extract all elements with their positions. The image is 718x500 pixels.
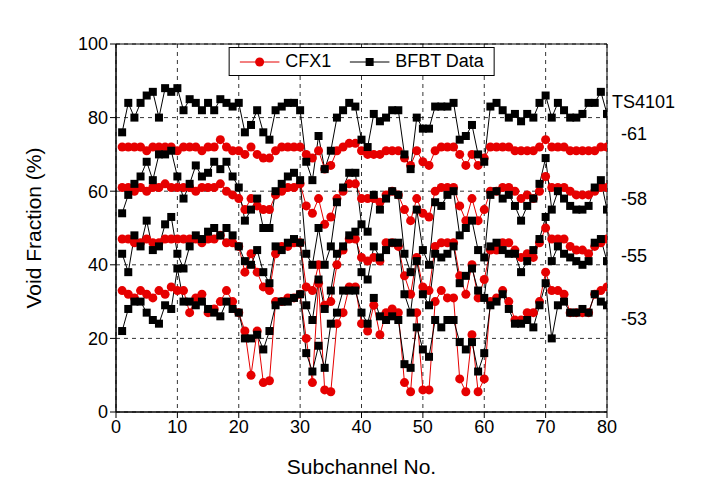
svg-text:80: 80 [88, 108, 108, 128]
svg-text:0: 0 [98, 402, 108, 422]
svg-text:20: 20 [229, 417, 249, 437]
svg-text:60: 60 [474, 417, 494, 437]
svg-text:-55: -55 [621, 246, 647, 266]
svg-text:60: 60 [88, 182, 108, 202]
svg-text:-58: -58 [621, 189, 647, 209]
svg-text:-61: -61 [621, 124, 647, 144]
svg-text:10: 10 [167, 417, 187, 437]
svg-text:40: 40 [351, 417, 371, 437]
svg-text:70: 70 [536, 417, 556, 437]
svg-text:50: 50 [413, 417, 433, 437]
svg-text:30: 30 [290, 417, 310, 437]
html-text:TS4101: TS4101 [612, 92, 675, 112]
svg-text:Void Fraction (%): Void Fraction (%) [22, 147, 45, 308]
svg-text:80: 80 [597, 417, 617, 437]
svg-text:100: 100 [78, 34, 108, 54]
svg-text:20: 20 [88, 329, 108, 349]
html-text:BFBT Data: BFBT Data [395, 51, 484, 71]
html-text:CFX1: CFX1 [285, 51, 332, 71]
svg-text:0: 0 [111, 417, 121, 437]
svg-text:40: 40 [88, 255, 108, 275]
svg-text:Subchannel No.: Subchannel No. [287, 455, 436, 478]
svg-text:-53: -53 [621, 309, 647, 329]
